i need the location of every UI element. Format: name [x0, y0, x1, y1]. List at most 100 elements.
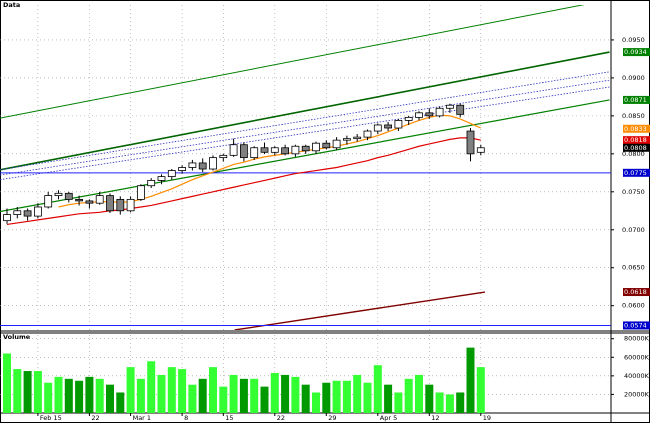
volume-bar [54, 376, 63, 413]
volume-bar [147, 361, 156, 413]
trend-line [0, 99, 610, 213]
candle-body [260, 147, 269, 153]
candle-body [445, 104, 454, 109]
volume-bar [116, 392, 125, 413]
candle-body [23, 210, 32, 217]
candle-body [188, 162, 197, 168]
volume-bar [281, 374, 290, 413]
candle-body [435, 107, 444, 117]
candle-body [178, 167, 187, 171]
candle-body [167, 170, 176, 178]
candle-body [342, 138, 351, 141]
volume-bar [75, 380, 84, 413]
candle-body [75, 198, 83, 202]
price-marker [623, 124, 650, 133]
volume-bar [404, 378, 413, 413]
volume-bar [85, 376, 94, 413]
candle-body [44, 195, 53, 208]
volume-bar [456, 392, 465, 413]
volume-bar [445, 394, 454, 413]
price-marker-label: 0.0775 [624, 169, 647, 177]
y-tick-label: 0.0850 [622, 112, 645, 120]
price-marker-label: 0.0871 [624, 96, 647, 104]
volume-bar [3, 353, 11, 413]
candle-body [404, 116, 413, 121]
candle-body [353, 136, 362, 140]
x-tick-label: Feb 15 [40, 414, 62, 422]
candle-body [373, 124, 382, 132]
trend-line [0, 86, 610, 181]
candle-body [394, 120, 403, 129]
trend-line [0, 71, 610, 171]
volume-bar [425, 384, 434, 413]
candle-body [3, 214, 11, 222]
volume-bar [363, 382, 372, 413]
volume-bar [167, 367, 176, 413]
candle-body [229, 144, 238, 156]
candle-body [281, 147, 290, 155]
price-marker-label: 0.0618 [624, 288, 647, 296]
price-marker [623, 288, 650, 297]
candle-body [301, 145, 310, 152]
volume-bar [239, 378, 248, 413]
moving-average [6, 137, 481, 226]
y-tick-label: 0.0650 [622, 264, 645, 272]
trend-line [0, 79, 610, 176]
candle-body [384, 124, 393, 129]
volume-bar [13, 369, 22, 413]
y-tick-label: 0.0750 [622, 188, 645, 196]
trend-line [234, 291, 486, 330]
y-tick-label: 40000K [624, 372, 650, 380]
y-tick-label: 0.0900 [622, 74, 645, 82]
price-marker [623, 136, 650, 145]
price-marker-label: 0.0934 [624, 48, 647, 56]
candle-body [64, 192, 73, 200]
volume-bar [64, 378, 73, 413]
x-tick-label: 19 [483, 414, 491, 422]
x-tick-label: 15 [225, 414, 233, 422]
volume-bar [384, 384, 393, 413]
y-tick-label: 0.0700 [622, 226, 645, 234]
candle-body [291, 145, 300, 155]
volume-bar [229, 374, 238, 413]
volume-bar [44, 382, 53, 413]
price-marker-label: 0.0808 [624, 144, 647, 152]
candle-body [85, 200, 94, 204]
x-tick-label: 8 [184, 414, 188, 422]
y-tick-label: 60000K [624, 353, 650, 361]
candle-body [126, 198, 135, 212]
candle-body [415, 112, 423, 118]
candle-body [136, 185, 145, 200]
volume-bar [136, 378, 145, 413]
volume-bar [219, 386, 228, 413]
volume-title: Volume [3, 333, 31, 341]
candle-body [312, 142, 320, 152]
candle-body [239, 144, 248, 159]
price-marker [623, 168, 650, 177]
x-tick-label: Apr 5 [380, 414, 397, 422]
x-tick-label: 22 [91, 414, 99, 422]
volume-bar [209, 367, 217, 413]
volume-bar [106, 384, 114, 413]
price-marker-label: 0.0818 [624, 136, 647, 144]
candle-body [425, 112, 434, 117]
volume-bar [322, 382, 331, 413]
price-marker-label: 0.0574 [624, 321, 647, 329]
candle-body [270, 147, 279, 153]
candle-body [332, 139, 341, 149]
volume-bar [476, 367, 485, 413]
candle-body [95, 195, 104, 204]
volume-bar [301, 384, 310, 413]
candle-body [54, 192, 63, 196]
candle-body [106, 195, 114, 212]
trend-line [0, 51, 610, 171]
trend-line [0, 5, 585, 119]
volume-bar [178, 369, 187, 413]
x-tick-label: 29 [328, 414, 336, 422]
chart-title: Data [3, 1, 20, 9]
volume-bar [342, 380, 351, 413]
y-tick-label: 0.0800 [622, 150, 645, 158]
y-tick-label: 0.0600 [622, 302, 645, 310]
volume-bar [33, 371, 42, 413]
